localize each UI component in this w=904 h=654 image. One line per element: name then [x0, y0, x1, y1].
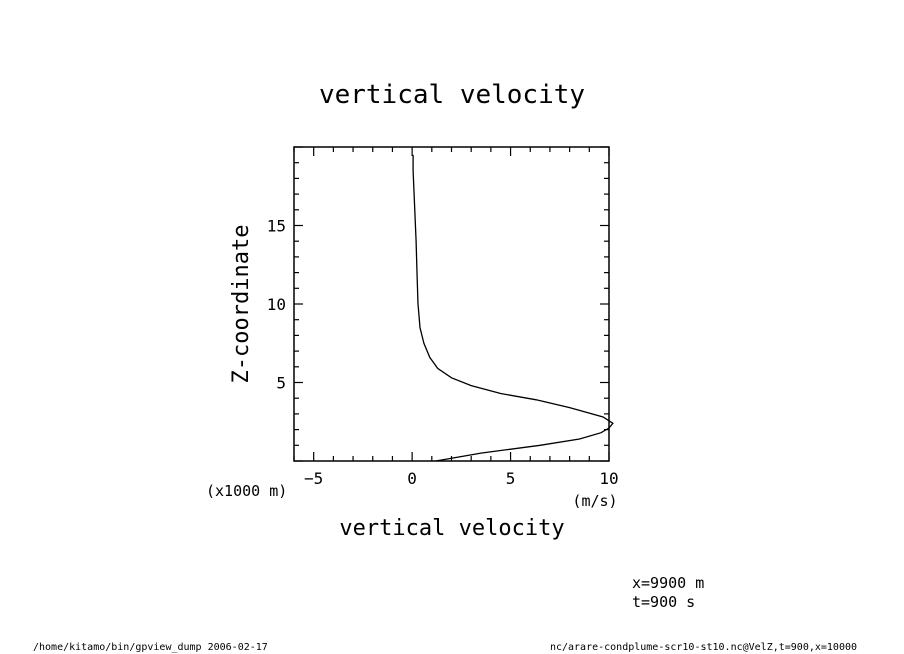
footer-left: /home/kitamo/bin/gpview_dump 2006-02-17 — [33, 642, 268, 653]
annotation-x: x=9900 m — [632, 574, 704, 592]
axis-tick-labels: −5 0 5 10 5 10 15 — [267, 217, 619, 489]
footer-right: nc/arare-condplume-scr10-st10.nc@VelZ,t=… — [550, 642, 857, 653]
x-axis-label: vertical velocity — [339, 516, 564, 541]
y-tick-label: 5 — [276, 374, 286, 393]
y-axis-label: Z-coordinate — [229, 225, 254, 384]
annotation-t: t=900 s — [632, 593, 695, 611]
series-line — [412, 154, 614, 462]
chart-title: vertical velocity — [319, 80, 585, 110]
x-tick-label: −5 — [304, 469, 323, 488]
y-axis-unit: (x1000 m) — [206, 482, 287, 500]
x-tick-label: 0 — [407, 469, 417, 488]
y-tick-label: 15 — [267, 217, 286, 236]
x-tick-label: 5 — [506, 469, 516, 488]
x-axis-unit: (m/s) — [572, 492, 617, 510]
x-tick-label: 10 — [599, 469, 618, 488]
plot-frame — [293, 146, 610, 462]
y-tick-label: 10 — [267, 295, 286, 314]
axis-ticks — [293, 146, 610, 462]
